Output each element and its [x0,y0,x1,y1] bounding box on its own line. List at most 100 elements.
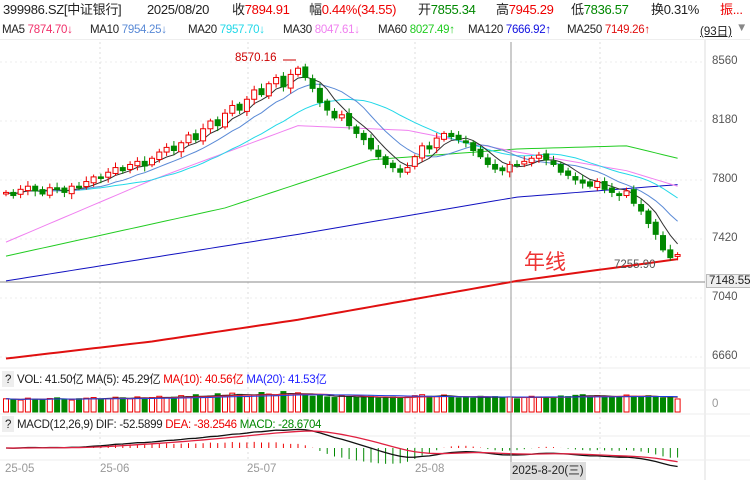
ma30-line [5,125,678,243]
candle [39,189,46,195]
candle [295,67,301,75]
candle [192,133,199,141]
ma60-line [5,145,678,257]
price-tick: 7040 [712,291,738,303]
volume-bar [127,398,134,413]
volume-bar [667,396,674,413]
volume-bar [119,397,126,413]
macd-name: MACD(12,26,9) [17,419,93,431]
ma10-line [5,83,678,222]
candle [112,167,119,174]
volume-bar [170,396,177,413]
low-annotation: 7255.90 [614,259,656,271]
volume-bar [273,395,280,413]
volume-bar [426,395,433,413]
candle [441,132,447,140]
period-selector[interactable]: (93日) [700,26,732,38]
high-value: 7945.29 [508,2,554,17]
help-button[interactable]: ? [2,416,14,432]
candle [163,146,170,153]
close-label: 收 [232,2,245,17]
help-button[interactable]: ? [2,371,14,387]
volume-bar [68,399,75,413]
volume-bar [207,395,214,413]
volume-bar [594,395,601,413]
volume-bar [528,395,535,413]
volume-legend: ? VOL: 41.50亿 MA(5): 45.29亿 MA(10): 40.56… [0,371,327,389]
ma-value: 7957.70↓ [219,24,265,36]
candle [3,191,9,195]
candle [97,176,104,179]
volume-bar [46,397,53,413]
volume-bar [477,395,484,413]
candle [587,181,593,187]
candle [514,163,520,166]
volume-ma-line [5,394,678,400]
candle [630,189,637,204]
macd-dea: DEA: -38.2546 [165,419,237,431]
more-fields[interactable]: 振... [720,2,743,17]
quote-date: 2025/08/20 [147,2,210,17]
volume-bar [462,397,469,413]
candle [185,134,192,144]
candle [535,154,542,159]
candle [419,145,426,159]
volume-bar [39,399,46,413]
volume-bar [652,396,659,413]
open-value: 7855.34 [430,2,476,17]
volume-bar [557,395,564,413]
volume-bar [389,396,396,413]
candle [32,185,39,192]
volume-bar [83,397,90,413]
volume-bar [17,399,24,413]
volume-bar [287,393,294,413]
candle [17,188,24,195]
low-field: 低7836.57 [571,0,629,20]
dropdown-triangle-icon[interactable]: ▼ [736,22,748,34]
candle [170,145,177,152]
high-annotation: 8570.16 [235,52,277,64]
candle [309,78,316,89]
ma-value: 8027.49↑ [409,24,455,36]
volume-bar [54,397,61,413]
candle [24,185,31,192]
volume-bar [660,397,666,413]
candle [455,134,462,141]
candle [287,73,294,89]
candle [608,187,615,193]
volume-bar [419,394,426,413]
candle [10,191,17,197]
ma250-line [5,258,678,360]
volume-bar [404,396,411,413]
candle [149,157,155,166]
volume-bar [492,396,499,413]
volume-bar [251,394,258,413]
open-field: 开7855.34 [418,0,476,20]
volume-bar [375,397,382,413]
ma5-line [5,76,678,245]
volume-bar [579,394,586,413]
candle [324,100,331,111]
candle [207,120,214,130]
ma20-line [5,98,678,199]
ma-legend-item: MA30 8047.61↓ [283,20,360,40]
ma-name: MA60 [378,24,407,36]
volume-bar [156,395,163,413]
close-value: 7894.91 [244,2,290,17]
volume-bar [280,391,287,413]
candle [68,185,75,195]
volume-bar [149,397,155,413]
low-value: 7836.57 [583,2,629,17]
candle [550,160,557,165]
candle [280,75,287,88]
open-label: 开 [418,2,431,17]
candle [404,167,411,173]
volume-bar [178,395,185,413]
year-line-label: 年线 [524,251,566,274]
candle [200,128,207,142]
volume-bar [616,396,623,413]
candle [579,179,586,184]
change-field: 幅0.44%(34.55) [309,0,396,20]
volume-bar [543,397,550,413]
